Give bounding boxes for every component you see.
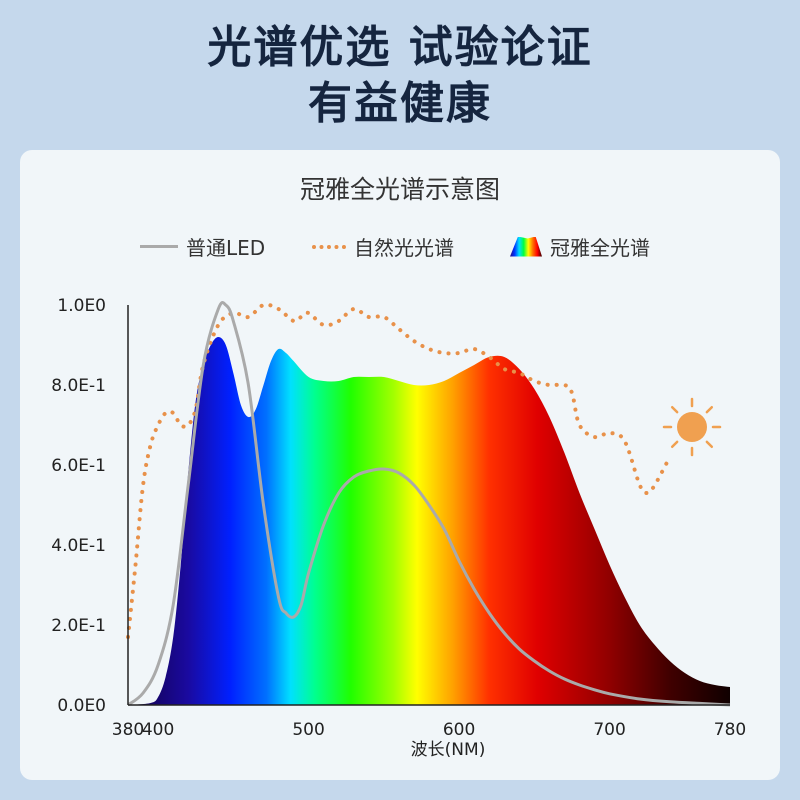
x-tick-label: 400 <box>142 720 174 740</box>
x-tick-label: 380 <box>112 720 144 740</box>
y-tick-label: 8.0E-1 <box>51 376 106 396</box>
x-tick-label: 780 <box>714 720 746 740</box>
hero-heading: 光谱优选 试验论证 有益健康 <box>0 20 800 132</box>
spectrum-swatch-icon <box>510 236 542 257</box>
y-tick-label: 6.0E-1 <box>51 456 106 476</box>
legend-item-natural: 自然光光谱 <box>312 232 454 261</box>
x-axis-label: 波长(NM) <box>411 740 486 760</box>
full-spectrum-area <box>128 337 730 705</box>
y-tick-label: 2.0E-1 <box>51 616 106 636</box>
chart-title: 冠雅全光谱示意图 <box>299 175 500 204</box>
x-tick-label: 600 <box>443 720 475 740</box>
y-tick-label: 4.0E-1 <box>51 536 106 556</box>
led-line <box>127 301 731 707</box>
legend-label-natural: 自然光光谱 <box>354 236 454 260</box>
legend-solid-line-icon <box>140 245 178 248</box>
legend-item-led: 普通LED <box>140 232 265 261</box>
y-tick-label: 0.0E0 <box>57 696 106 716</box>
hero-line-1: 光谱优选 试验论证 <box>207 22 593 73</box>
legend: 普通LED 自然光光谱 冠雅全光谱 <box>0 232 800 262</box>
sun-icon <box>662 397 722 457</box>
legend-dotted-line-icon <box>312 244 346 249</box>
hero-line-2: 有益健康 <box>308 78 492 129</box>
y-tick-label: 1.0E0 <box>57 296 106 316</box>
legend-label-full: 冠雅全光谱 <box>550 236 650 260</box>
x-tick-label: 500 <box>292 720 324 740</box>
x-tick-label: 700 <box>593 720 625 740</box>
legend-label-led: 普通LED <box>186 236 266 260</box>
legend-item-full: 冠雅全光谱 <box>510 232 650 261</box>
natural-light-line <box>126 302 672 639</box>
